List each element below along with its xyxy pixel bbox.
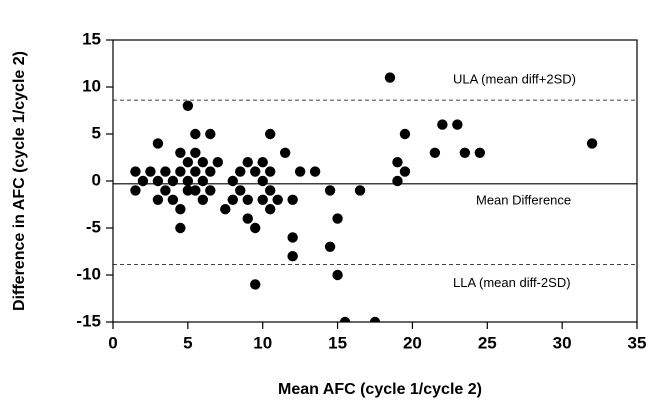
point (399, 128, 411, 140)
x-tick-label: 20 (403, 333, 422, 352)
y-tick-label: 5 (92, 123, 101, 142)
point (137, 175, 149, 187)
point (265, 166, 276, 177)
point (279, 147, 291, 158)
point (459, 147, 471, 158)
point (257, 157, 268, 168)
point (265, 128, 276, 140)
point (167, 175, 179, 187)
point (152, 175, 164, 187)
point (175, 222, 186, 234)
point (205, 185, 216, 196)
point (324, 185, 336, 196)
point (250, 279, 261, 290)
point (220, 204, 231, 215)
point (152, 138, 164, 149)
point (309, 166, 321, 177)
point (190, 147, 201, 158)
point (265, 204, 276, 215)
point (175, 204, 186, 215)
point (287, 194, 298, 205)
point (257, 194, 268, 205)
point (235, 166, 246, 177)
point (182, 157, 194, 168)
point (265, 185, 276, 196)
point (242, 213, 253, 224)
x-tick-label: 30 (553, 333, 572, 352)
point (437, 119, 448, 130)
y-axis-title: Difference in AFC (cycle 1/cycle 2) (11, 51, 28, 311)
point (212, 157, 223, 168)
point (242, 194, 253, 205)
point (227, 194, 238, 205)
point (160, 166, 171, 177)
annotation: Mean Difference (476, 192, 571, 207)
point (197, 157, 209, 168)
point (167, 194, 179, 205)
x-tick-label: 35 (628, 333, 647, 352)
x-tick-label: 5 (183, 333, 192, 352)
point (392, 175, 403, 187)
point (339, 316, 351, 322)
point (287, 251, 298, 262)
point (182, 185, 194, 196)
point (190, 166, 201, 177)
x-tick-label: 0 (108, 333, 117, 352)
point (182, 100, 194, 112)
point (332, 269, 343, 281)
annotation: LLA (mean diff-2SD) (453, 275, 571, 290)
point (205, 128, 216, 140)
point (287, 232, 298, 243)
point (354, 185, 366, 196)
point (130, 185, 141, 196)
point (250, 166, 261, 177)
point (190, 185, 201, 196)
points (130, 72, 598, 322)
point (130, 166, 141, 177)
y-tick-label: 15 (82, 29, 101, 48)
point (160, 185, 171, 196)
point (227, 175, 238, 187)
point (272, 194, 283, 205)
point (197, 175, 209, 187)
point (205, 166, 216, 177)
x-axis-title: Mean AFC (cycle 1/cycle 2) (278, 381, 482, 398)
point (257, 175, 268, 187)
point (152, 194, 164, 205)
point (369, 316, 381, 322)
point (452, 119, 463, 130)
point (399, 166, 411, 177)
x-tick-label: 25 (478, 333, 497, 352)
point (429, 147, 441, 158)
y-tick-label: 10 (82, 76, 101, 95)
y-tick-label: 0 (92, 170, 101, 189)
point (324, 241, 336, 252)
y-tick-label: -15 (76, 311, 101, 330)
point (190, 128, 201, 140)
point (332, 213, 343, 224)
point (235, 185, 246, 196)
point (250, 222, 261, 234)
point (175, 166, 186, 177)
point (197, 194, 209, 205)
x-tick-label: 15 (328, 333, 347, 352)
point (586, 138, 598, 149)
point (474, 147, 485, 158)
point (392, 157, 403, 168)
point (384, 72, 396, 83)
point (145, 166, 156, 177)
y-tick-label: -5 (86, 217, 101, 236)
point (294, 166, 306, 177)
point (242, 157, 253, 168)
point (175, 147, 186, 158)
y-tick-label: -10 (76, 264, 101, 283)
point (182, 175, 194, 187)
annotation: ULA (mean diff+2SD) (453, 72, 576, 87)
x-tick-label: 10 (253, 333, 272, 352)
